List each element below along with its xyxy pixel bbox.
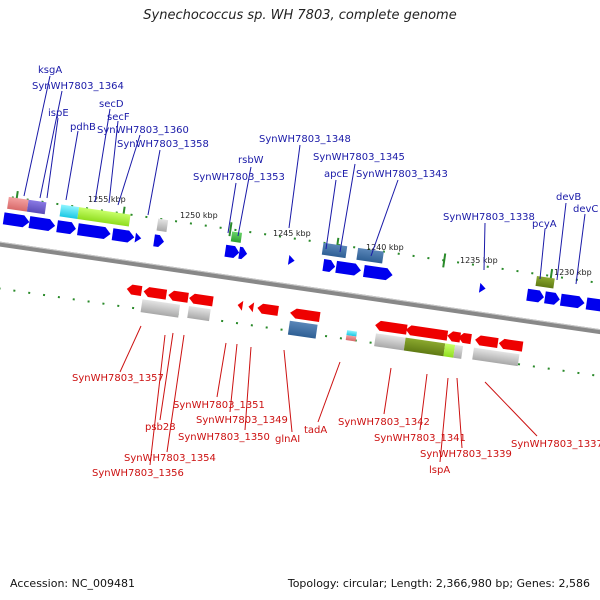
- label-SynWH7803_1350: SynWH7803_1350: [178, 432, 270, 443]
- gene-SynWH7803_1357[interactable]: [126, 284, 143, 296]
- scale-label-1255: 1255 kbp: [88, 195, 126, 204]
- gene-SynWH7803_1339[interactable]: [447, 331, 461, 343]
- gene-devC[interactable]: [559, 293, 585, 309]
- gene-SynWH7803_1350[interactable]: [248, 302, 255, 313]
- gene-SynWH7803_1354[interactable]: [188, 293, 214, 307]
- label-SynWH7803_1343: SynWH7803_1343: [356, 169, 448, 180]
- label-glnAI: glnAI: [275, 434, 300, 445]
- reverse-genes: [126, 284, 524, 352]
- gene-SynWH7803_1353[interactable]: [238, 246, 248, 260]
- genome-summary-text: Topology: circular; Length: 2,366,980 bp…: [287, 577, 590, 590]
- gene-secF[interactable]: [134, 232, 142, 244]
- label-SynWH7803_1354: SynWH7803_1354: [124, 453, 216, 464]
- label-rsbW: rsbW: [238, 155, 264, 166]
- label-SynWH7803_1358: SynWH7803_1358: [117, 139, 209, 150]
- label-SynWH7803_1345: SynWH7803_1345: [313, 152, 405, 163]
- label-devB: devB: [556, 192, 581, 203]
- gene-lspA[interactable]: [458, 332, 472, 345]
- label-SynWH7803_1341: SynWH7803_1341: [374, 433, 466, 444]
- accession-text: Accession: NC_009481: [10, 577, 136, 590]
- diagram-title: Synechococcus sp. WH 7803, complete geno…: [143, 8, 457, 23]
- scale-label-1250: 1250 kbp: [180, 211, 218, 220]
- label-SynWH7803_1337: SynWH7803_1337: [511, 439, 600, 450]
- gene-SynWH7803_1338[interactable]: [478, 282, 486, 294]
- forward-gene-boxes: [7, 196, 555, 289]
- scale-label-1230: 1230 kbp: [554, 268, 592, 277]
- label-secD: secD: [99, 99, 124, 110]
- label-SynWH7803_1356: SynWH7803_1356: [92, 468, 184, 479]
- gene-SynWH7803_1364[interactable]: [28, 216, 56, 232]
- label-SynWH7803_1360: SynWH7803_1360: [97, 125, 189, 136]
- label-ksgA: ksgA: [38, 65, 62, 76]
- label-lspA: lspA: [429, 465, 450, 476]
- label-SynWH7803_1339: SynWH7803_1339: [420, 449, 512, 460]
- gene-SynWH7803_1337[interactable]: [474, 335, 499, 348]
- gene-forward-extra[interactable]: [585, 297, 600, 312]
- gene-SynWH7803_1356[interactable]: [168, 290, 189, 303]
- gene-SynWH7803_1349[interactable]: [257, 303, 279, 316]
- gene-reverse-extra[interactable]: [498, 338, 524, 352]
- label-SynWH7803_1357: SynWH7803_1357: [72, 373, 164, 384]
- label-SynWH7803_1351: SynWH7803_1351: [173, 400, 265, 411]
- label-SynWH7803_1338: SynWH7803_1338: [443, 212, 535, 223]
- gene-pcyA[interactable]: [526, 288, 545, 303]
- scale-label-1235: 1235 kbp: [460, 256, 498, 265]
- top-leader-lines: [23, 75, 586, 285]
- gene-secD[interactable]: [111, 228, 136, 243]
- gene-glnAI[interactable]: [289, 308, 321, 322]
- bottom-leader-lines: [119, 325, 538, 466]
- top-labels: ksgA SynWH7803_1364 ispE pdhB secD secF …: [32, 65, 598, 230]
- gene-psb28[interactable]: [143, 286, 168, 300]
- genome-backbone: [0, 236, 600, 342]
- gene-pdhB[interactable]: [77, 223, 111, 240]
- reverse-gene-boxes: [140, 299, 520, 367]
- scale-label-1240: 1240 kbp: [366, 243, 404, 252]
- scale-track-top: [0, 192, 600, 291]
- label-pcyA: pcyA: [532, 219, 557, 230]
- gene-SynWH7803_1343[interactable]: [363, 264, 393, 281]
- scale-label-1245: 1245 kbp: [273, 229, 311, 238]
- gene-rsbW[interactable]: [224, 244, 240, 259]
- label-tadA: tadA: [304, 425, 327, 436]
- gene-SynWH7803_1341[interactable]: [405, 325, 449, 341]
- bottom-labels: SynWH7803_1357 psb28 SynWH7803_1354 SynW…: [72, 373, 600, 479]
- scale-labels: 1255 kbp 1250 kbp 1245 kbp 1240 kbp 1235…: [88, 195, 592, 277]
- gene-devB[interactable]: [544, 291, 561, 305]
- forward-genes: [2, 212, 600, 312]
- label-devC: devC: [573, 204, 598, 215]
- gene-SynWH7803_1358[interactable]: [153, 234, 165, 247]
- label-pdhB: pdhB: [70, 122, 96, 133]
- label-apcE: apcE: [324, 169, 348, 180]
- gene-SynWH7803_1342[interactable]: [374, 320, 408, 335]
- label-secF: secF: [107, 112, 130, 123]
- gene-ksgA[interactable]: [2, 212, 30, 228]
- label-SynWH7803_1342: SynWH7803_1342: [338, 417, 430, 428]
- label-psb28: psb28: [145, 422, 176, 433]
- gene-SynWH7803_1348[interactable]: [287, 254, 295, 266]
- gene-ispE[interactable]: [56, 220, 77, 235]
- gene-SynWH7803_1351[interactable]: [237, 300, 244, 311]
- label-ispE: ispE: [48, 108, 69, 119]
- label-SynWH7803_1349: SynWH7803_1349: [196, 415, 288, 426]
- label-SynWH7803_1353: SynWH7803_1353: [193, 172, 285, 183]
- gene-apcE[interactable]: [335, 260, 361, 276]
- label-SynWH7803_1348: SynWH7803_1348: [259, 134, 351, 145]
- label-SynWH7803_1364: SynWH7803_1364: [32, 81, 124, 92]
- gene-SynWH7803_1345[interactable]: [322, 259, 336, 273]
